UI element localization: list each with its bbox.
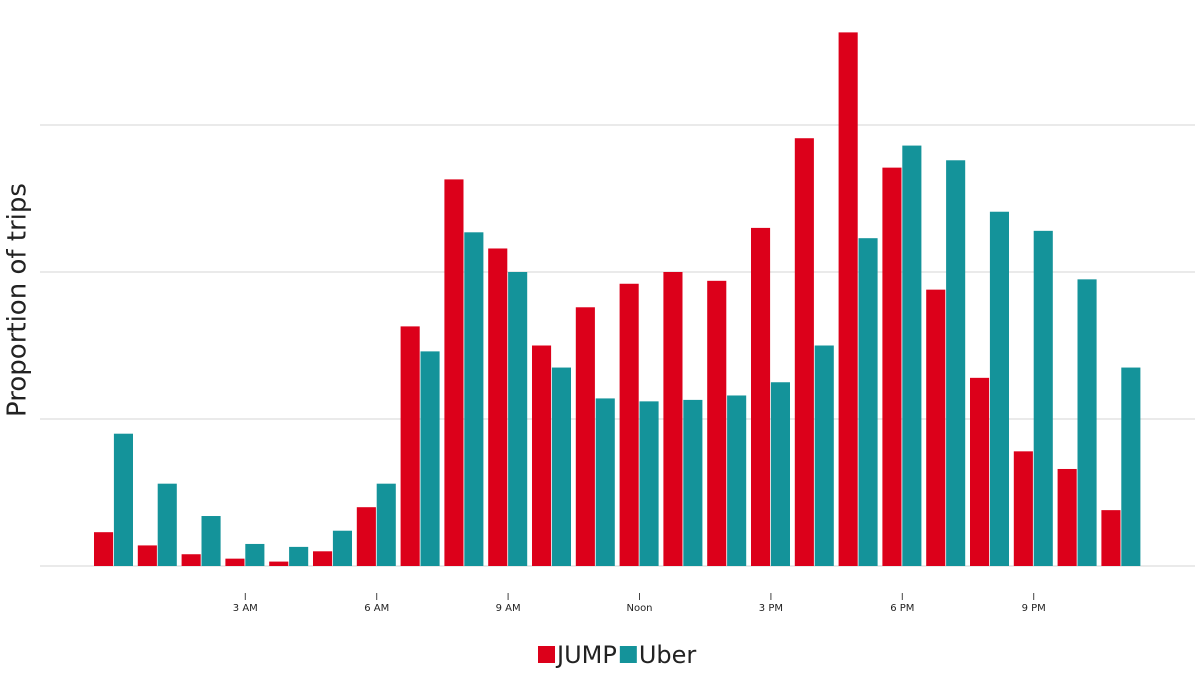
bar [356,507,376,566]
bar [444,179,464,566]
bar [157,483,177,566]
bar [751,227,771,566]
bar [770,382,790,566]
bar [400,326,420,566]
bar [838,32,858,566]
bar [619,283,639,566]
bar [488,248,508,567]
x-tick-label: 9 PM [1022,603,1046,614]
bar [1101,510,1121,566]
bar [683,399,703,566]
bar [902,145,922,566]
bar [245,543,265,566]
x-tick-label: Noon [626,603,652,614]
legend-label: Uber [639,641,697,669]
bar [926,289,946,566]
bar [595,398,615,566]
bar [1057,468,1077,566]
bar [575,307,595,566]
bar [508,272,528,566]
bar [814,345,834,566]
bar [201,516,221,566]
bar [707,280,727,566]
bar [1013,451,1033,566]
x-tick-label: 6 PM [890,603,914,614]
bar [376,483,396,566]
bar [464,232,484,566]
legend-label: JUMP [555,641,617,669]
bar [551,367,571,566]
bar [269,561,289,566]
x-tick-label: 3 PM [759,603,783,614]
bar [663,272,683,566]
bar [420,351,440,566]
bar [1033,230,1053,566]
x-tick-label: 9 AM [496,603,521,614]
bar [225,558,245,566]
bar [313,551,333,566]
bar [639,401,659,566]
bar [1077,279,1097,566]
bar [727,395,747,566]
legend-swatch [619,646,637,663]
bar [794,138,814,567]
bar [989,211,1009,567]
bar [181,554,201,566]
legend-swatch [538,646,555,663]
bar [113,433,133,566]
y-axis-label: Proportion of trips [3,183,33,417]
x-tick-label: 6 AM [364,603,389,614]
bar [137,545,157,566]
bar [970,377,990,566]
bar [94,532,114,566]
bar [289,546,309,566]
x-tick-label: 3 AM [233,603,258,614]
bar [946,160,966,566]
bar [1121,367,1141,566]
bar [882,167,902,566]
bar [532,345,552,566]
bar [858,238,878,566]
bar [332,530,352,566]
